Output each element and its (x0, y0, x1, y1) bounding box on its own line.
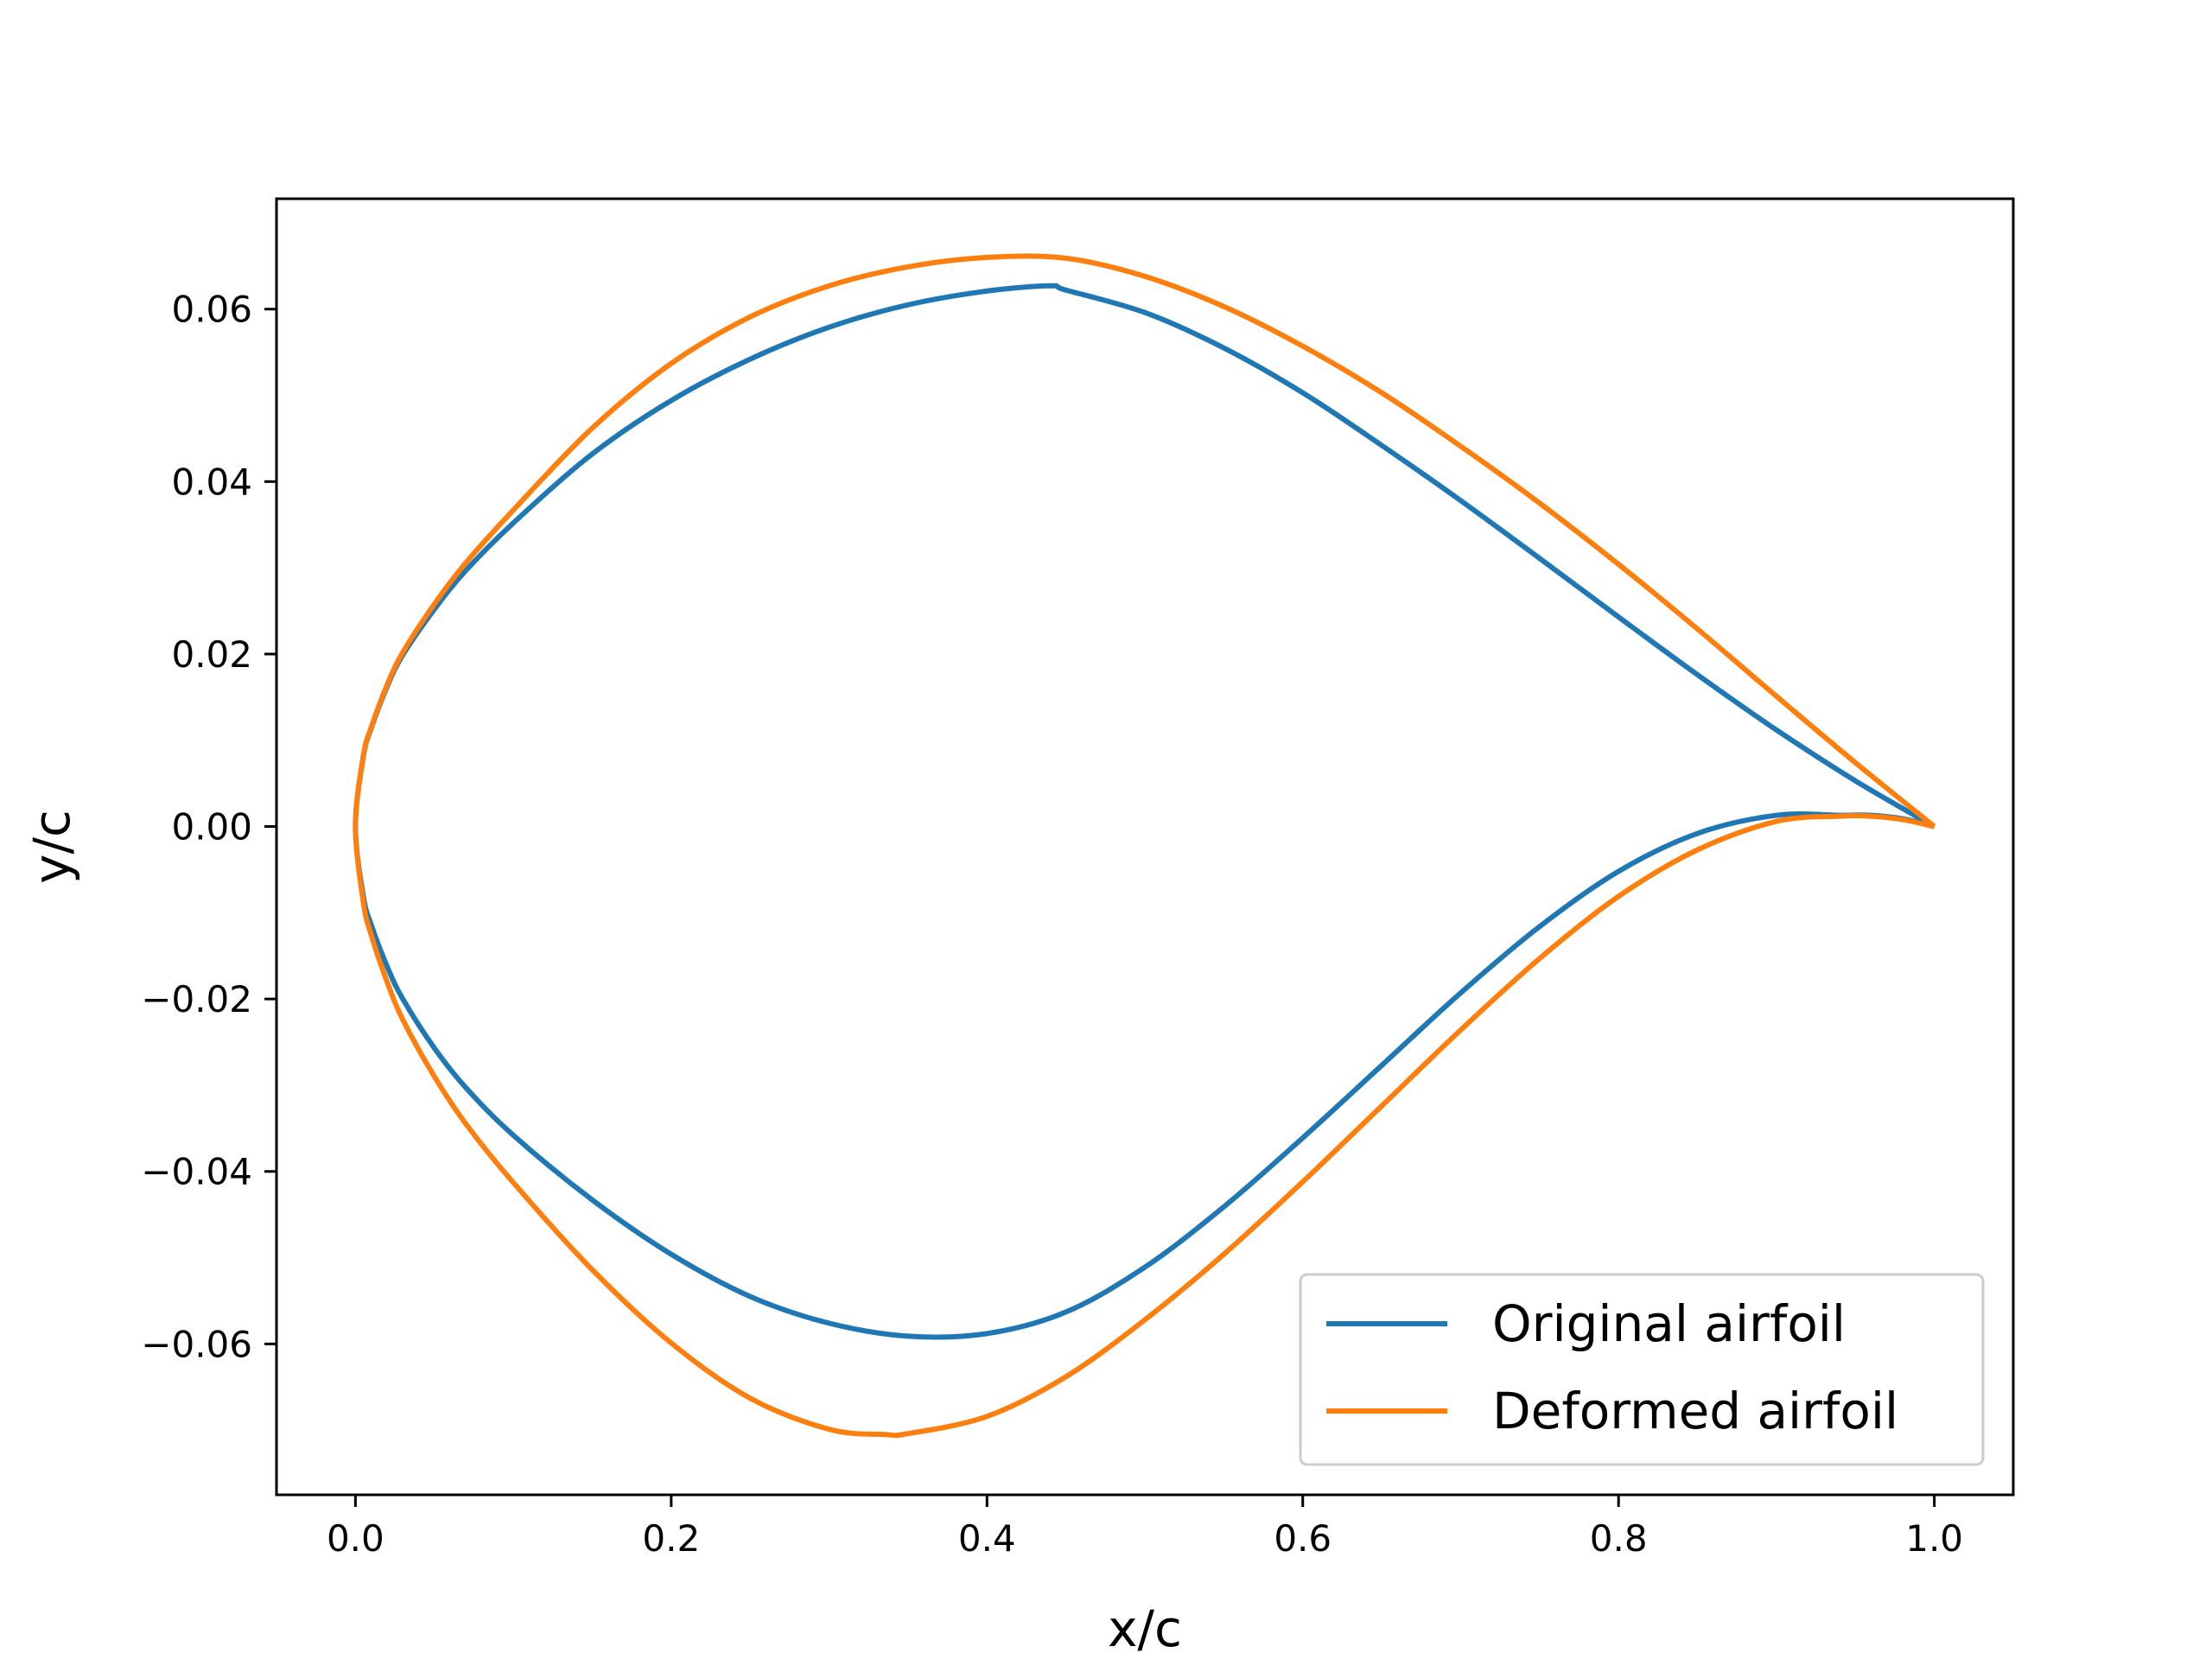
legend-label-original: Original airfoil (1492, 1294, 1846, 1353)
x-tick-label: 0.4 (958, 1517, 1016, 1560)
y-tick-label: −0.04 (141, 1151, 252, 1193)
y-tick-label: 0.04 (171, 461, 252, 503)
y-tick-label: −0.02 (141, 978, 252, 1020)
x-tick-label: 1.0 (1905, 1517, 1963, 1560)
series-layer (353, 253, 1936, 1439)
plot-frame (275, 197, 2015, 1497)
x-tick-label: 0.8 (1590, 1517, 1648, 1560)
legend-label-deformed: Deformed airfoil (1492, 1382, 1898, 1440)
y-tick-label: 0.00 (171, 806, 252, 849)
y-tick-label: −0.06 (141, 1323, 252, 1365)
x-axis: 0.0 0.2 0.4 0.6 0.8 1.0 (327, 1495, 1963, 1560)
legend: Original airfoil Deformed airfoil (1299, 1273, 1985, 1466)
y-axis: −0.06 −0.04 −0.02 0.00 0.02 0.04 0.06 (141, 289, 276, 1365)
x-tick-label: 0.2 (642, 1517, 700, 1560)
y-tick-label: 0.06 (171, 289, 252, 331)
x-tick-label: 0.0 (327, 1517, 385, 1560)
x-axis-label: x/c (1108, 1599, 1182, 1658)
y-axis-label: y/c (22, 810, 81, 884)
legend-box (1299, 1273, 1985, 1466)
series-line-deformed-airfoil (353, 253, 1936, 1439)
x-tick-label: 0.6 (1274, 1517, 1332, 1560)
y-tick-label: 0.02 (171, 633, 252, 676)
